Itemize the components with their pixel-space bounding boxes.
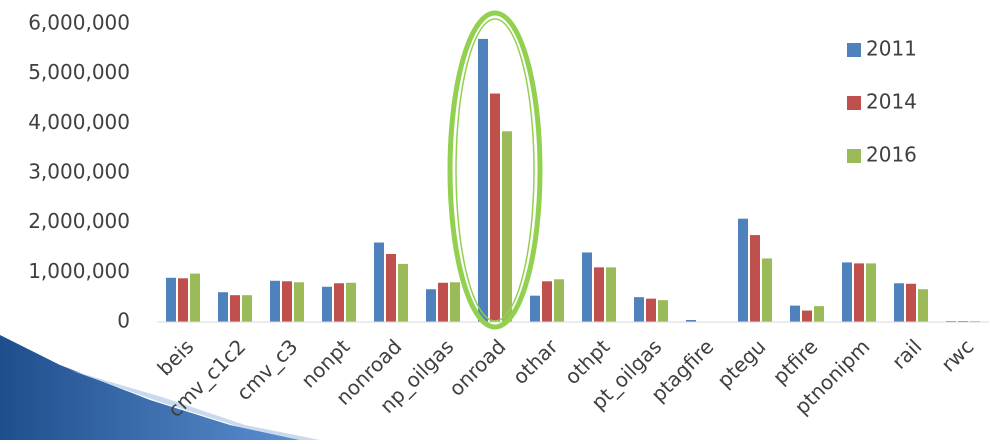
bar [854,263,864,322]
bar [478,39,488,322]
y-tick-label: 3,000,000 [28,160,130,184]
bar [606,267,616,322]
bar [218,292,228,322]
bar [814,306,824,322]
x-tick-label: rail [887,334,926,373]
bar [802,311,812,322]
y-tick-label: 6,000,000 [28,11,130,35]
legend-label: 2016 [866,143,917,167]
bar [438,283,448,322]
bar [346,283,356,322]
bar [490,94,500,322]
bar [530,296,540,322]
bar [282,281,292,322]
bar [502,131,512,322]
bar [542,281,552,322]
bar [554,279,564,322]
legend-swatch [847,96,861,110]
bar [270,281,280,322]
bar [646,299,656,322]
bar [386,254,396,322]
bar [738,219,748,322]
bar [190,274,200,322]
x-tick-label: beis [152,334,198,380]
bar [582,252,592,322]
legend-label: 2011 [866,37,917,61]
bar [426,289,436,322]
bar [242,295,252,322]
bar [178,278,188,322]
bar [790,306,800,322]
bar [634,297,644,322]
bar [918,289,928,322]
bar [762,258,772,322]
bar [750,235,760,322]
bar [842,262,852,322]
bar [906,284,916,322]
x-tick-label: ptegu [712,334,770,392]
bar [334,283,344,322]
legend-swatch [847,43,861,57]
bar [322,287,332,322]
y-tick-label: 1,000,000 [28,259,130,283]
bar [866,263,876,322]
bar [450,282,460,322]
bar [230,295,240,322]
bar [658,300,668,322]
y-tick-label: 0 [117,309,130,333]
bar [374,243,384,322]
y-tick-label: 2,000,000 [28,209,130,233]
bar [594,267,604,322]
y-tick-label: 4,000,000 [28,110,130,134]
x-tick-label: rwc [936,334,978,376]
x-tick-label: onroad [444,334,510,400]
x-tick-label: othar [508,334,563,389]
legend-swatch [847,149,861,163]
legend-label: 2014 [866,90,917,114]
y-tick-label: 5,000,000 [28,60,130,84]
bar [166,278,176,322]
bar [398,264,408,322]
bar [294,282,304,322]
bar [894,283,904,322]
